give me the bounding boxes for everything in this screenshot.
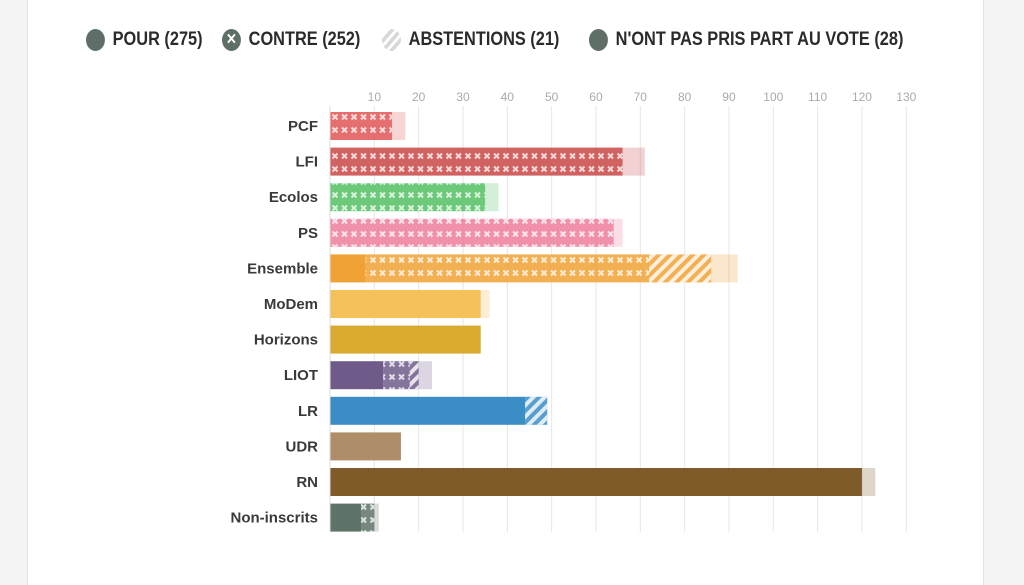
category-label: Non-inscrits: [230, 510, 318, 527]
bar-segment-contre: [330, 183, 486, 212]
solid-circle-icon: [588, 29, 608, 51]
x-tick-label: 90: [722, 90, 736, 104]
x-tick-label: 110: [808, 90, 827, 104]
solid-circle-icon: [86, 29, 105, 51]
category-label: RN: [296, 474, 318, 491]
bar-segment-pour: [330, 325, 481, 354]
bar-segment-abstentions: [409, 361, 419, 390]
category-label: Ecolos: [269, 189, 318, 206]
bar-segment-abstentions: [525, 396, 548, 425]
category-label: Horizons: [254, 332, 318, 349]
legend-nppv: N'ONT PAS PRIS PART AU VOTE (28): [588, 29, 904, 51]
x-tick-label: 80: [678, 90, 692, 104]
bar-segment-contre: [361, 503, 375, 532]
bar-segment-nppv: [861, 468, 876, 496]
bar-segment-contre: [330, 112, 393, 140]
category-label: UDR: [286, 438, 319, 455]
bar-segment-pour: [330, 290, 481, 318]
bar-segment-contre: [330, 218, 614, 247]
legend-abstentions: ABSTENTIONS (21): [382, 29, 560, 51]
x-tick-label: 50: [545, 90, 559, 104]
legend-label: N'ONT PAS PRIS PART AU VOTE (28): [615, 29, 904, 50]
x-tick-label: 120: [852, 90, 872, 104]
cross-circle-icon: ✕: [221, 29, 241, 51]
bar-segment-nppv: [392, 112, 406, 140]
category-label: LIOT: [284, 367, 318, 384]
bar-segment-contre: [330, 147, 623, 176]
bar-segment-nppv: [480, 290, 490, 318]
x-tick-label: 100: [763, 90, 783, 104]
legend-label: POUR (275): [112, 29, 203, 50]
bar-segment-pour: [330, 361, 384, 390]
x-tick-label: 30: [456, 90, 470, 104]
bar-segment-pour: [330, 254, 366, 283]
bar-segment-nppv: [485, 183, 499, 212]
bar-segment-nppv: [613, 218, 623, 247]
category-label: LFI: [296, 154, 319, 171]
bar-segment-pour: [330, 396, 526, 425]
bar-segment-pour: [330, 432, 401, 461]
legend: POUR (275) ✕ CONTRE (252) ABSTENTIONS (21…: [86, 29, 932, 51]
x-tick-label: 40: [501, 90, 515, 104]
bar-segment-abstentions: [649, 254, 712, 283]
x-tick-label: 60: [589, 90, 603, 104]
x-tick-label: 10: [368, 90, 382, 104]
striped-circle-icon: [382, 29, 402, 51]
category-label: MoDem: [264, 296, 318, 313]
category-label: PCF: [288, 118, 318, 135]
legend-label: ABSTENTIONS (21): [409, 29, 560, 50]
bar-segment-nppv: [418, 361, 432, 390]
bar-segment-pour: [330, 503, 362, 532]
bar-segment-nppv: [711, 254, 738, 283]
bar-segment-nppv: [622, 147, 645, 176]
category-label: LR: [298, 403, 318, 420]
x-tick-label: 20: [412, 90, 426, 104]
bar-segment-contre: [383, 361, 410, 390]
bar-segment-pour: [330, 468, 862, 496]
category-label: Ensemble: [247, 260, 318, 277]
legend-pour: POUR (275): [86, 29, 203, 51]
legend-contre: ✕ CONTRE (252): [221, 29, 360, 51]
x-tick-label: 70: [634, 90, 648, 104]
category-label: PS: [298, 225, 318, 242]
x-tick-label: 130: [896, 90, 916, 104]
legend-label: CONTRE (252): [248, 29, 360, 50]
bar-segment-contre: [365, 254, 650, 283]
bar-segment-nppv: [374, 503, 379, 532]
